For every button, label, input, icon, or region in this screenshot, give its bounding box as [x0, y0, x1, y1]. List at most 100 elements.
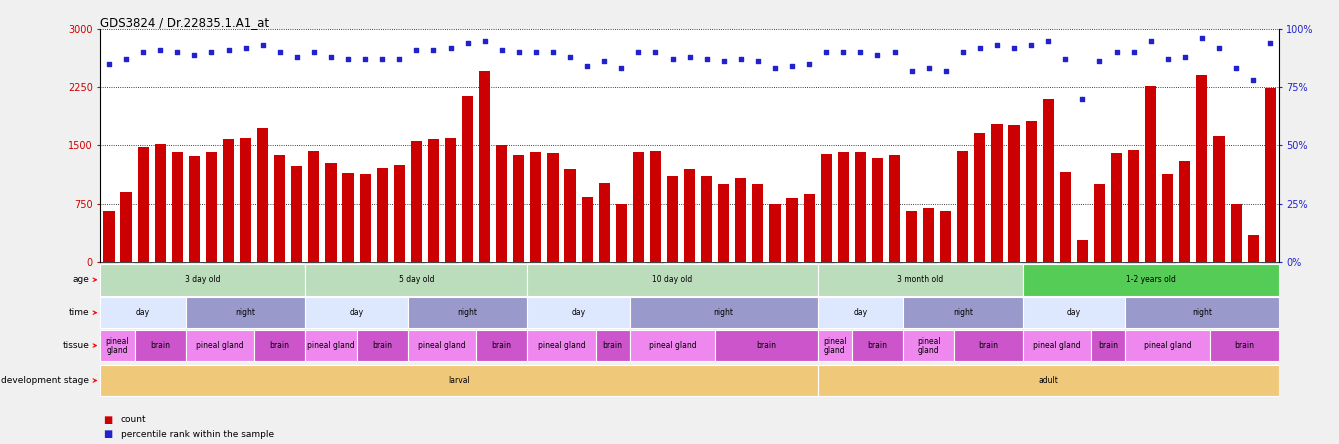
- Bar: [493, 262, 510, 264]
- Bar: [548, 153, 558, 262]
- Bar: [424, 262, 442, 264]
- Bar: [545, 262, 561, 264]
- Bar: [257, 127, 268, 262]
- Text: night: night: [1192, 308, 1212, 317]
- Bar: [902, 297, 1023, 329]
- Point: [1055, 56, 1077, 63]
- Text: pineal gland: pineal gland: [195, 341, 244, 350]
- Bar: [305, 264, 528, 296]
- Bar: [1094, 184, 1105, 262]
- Point: [884, 48, 905, 56]
- Point: [525, 48, 546, 56]
- Bar: [1261, 262, 1279, 264]
- Bar: [852, 330, 902, 361]
- Bar: [1213, 136, 1225, 262]
- Bar: [477, 330, 528, 361]
- Bar: [240, 138, 252, 262]
- Bar: [204, 262, 220, 264]
- Bar: [274, 155, 285, 262]
- Point: [901, 67, 923, 74]
- Point: [201, 48, 222, 56]
- Bar: [497, 145, 507, 262]
- Point: [269, 48, 291, 56]
- Bar: [1145, 86, 1156, 262]
- Point: [952, 48, 973, 56]
- Point: [919, 65, 940, 72]
- Point: [542, 48, 564, 56]
- Bar: [1125, 330, 1210, 361]
- Point: [150, 46, 171, 53]
- Bar: [528, 297, 629, 329]
- Bar: [1180, 161, 1190, 262]
- Point: [457, 39, 478, 46]
- Bar: [1125, 297, 1279, 329]
- Bar: [288, 262, 305, 264]
- Bar: [838, 152, 849, 262]
- Bar: [872, 158, 882, 262]
- Text: brain: brain: [603, 341, 623, 350]
- Text: age: age: [72, 275, 90, 284]
- Point: [252, 42, 273, 49]
- Bar: [408, 262, 424, 264]
- Text: brain: brain: [150, 341, 170, 350]
- Point: [234, 44, 256, 51]
- Bar: [902, 330, 955, 361]
- Bar: [479, 71, 490, 262]
- Bar: [254, 330, 305, 361]
- Bar: [340, 262, 356, 264]
- Bar: [1008, 125, 1019, 262]
- Text: day: day: [1067, 308, 1081, 317]
- Bar: [1142, 262, 1160, 264]
- Point: [730, 56, 751, 63]
- Text: brain: brain: [979, 341, 999, 350]
- Text: brain: brain: [757, 341, 777, 350]
- Text: night: night: [714, 308, 734, 317]
- Bar: [171, 151, 183, 262]
- Bar: [750, 262, 766, 264]
- Bar: [1176, 262, 1193, 264]
- Bar: [596, 262, 613, 264]
- Text: night: night: [236, 308, 256, 317]
- Point: [798, 60, 819, 67]
- Bar: [1026, 120, 1036, 262]
- Bar: [186, 297, 305, 329]
- Point: [833, 48, 854, 56]
- Text: pineal gland: pineal gland: [1144, 341, 1192, 350]
- Bar: [1193, 262, 1210, 264]
- Bar: [1210, 262, 1228, 264]
- Bar: [1125, 262, 1142, 264]
- Bar: [889, 155, 900, 262]
- Bar: [135, 330, 186, 361]
- Text: pineal
gland: pineal gland: [823, 337, 846, 354]
- Bar: [735, 178, 746, 262]
- Point: [166, 48, 187, 56]
- Bar: [528, 330, 596, 361]
- Bar: [356, 262, 374, 264]
- Text: pineal
gland: pineal gland: [917, 337, 940, 354]
- Point: [576, 63, 597, 70]
- Bar: [391, 262, 408, 264]
- Text: day: day: [853, 308, 868, 317]
- Bar: [151, 262, 169, 264]
- Text: pineal gland: pineal gland: [538, 341, 585, 350]
- Bar: [528, 262, 545, 264]
- Bar: [100, 262, 118, 264]
- Bar: [647, 262, 664, 264]
- Bar: [272, 262, 288, 264]
- Point: [1192, 35, 1213, 42]
- Point: [679, 53, 700, 60]
- Text: night: night: [458, 308, 478, 317]
- Text: adult: adult: [1038, 376, 1058, 385]
- Bar: [715, 262, 732, 264]
- Bar: [510, 262, 528, 264]
- Bar: [528, 264, 818, 296]
- Text: larval: larval: [449, 376, 470, 385]
- Bar: [955, 330, 1023, 361]
- Text: day: day: [572, 308, 585, 317]
- Bar: [629, 330, 715, 361]
- Bar: [920, 262, 937, 264]
- Bar: [220, 262, 237, 264]
- Bar: [1244, 262, 1261, 264]
- Bar: [1248, 235, 1259, 262]
- Text: 5 day old: 5 day old: [399, 275, 434, 284]
